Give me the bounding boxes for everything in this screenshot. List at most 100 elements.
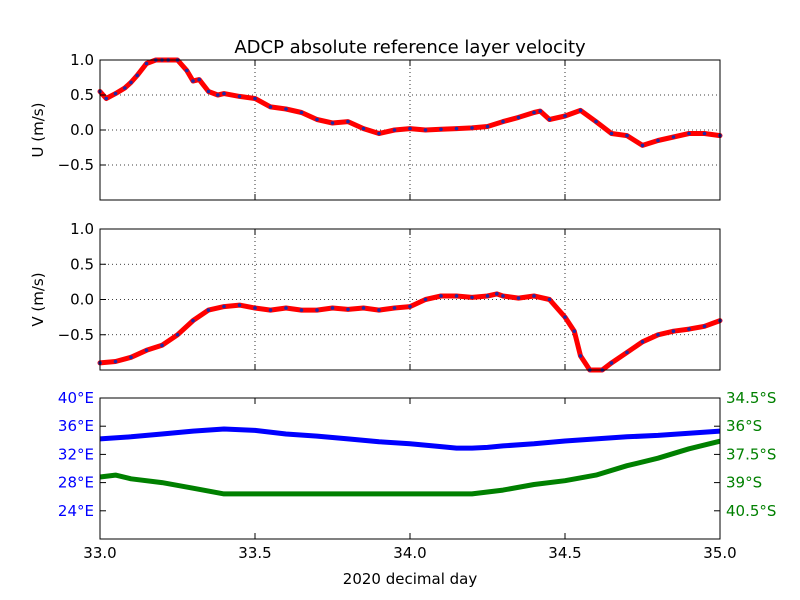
v-velocity-panel: 1.0 0.5 0.0 −0.5 V (m/s): [29, 220, 723, 373]
velocity-point: [346, 307, 350, 312]
velocity-point: [609, 361, 614, 365]
y-tick-label: 32°E: [58, 445, 94, 463]
velocity-point: [640, 143, 645, 148]
x-tick-label: 34.5: [548, 544, 581, 562]
velocity-point: [237, 94, 242, 99]
y-tick-label: 37.5°S: [726, 445, 776, 463]
velocity-point: [454, 294, 459, 298]
velocity-point: [377, 131, 381, 136]
velocity-point: [315, 308, 319, 312]
y-tick-label: 36°E: [58, 417, 94, 435]
velocity-point: [237, 303, 242, 307]
x-tick-label: 33.5: [238, 544, 271, 562]
velocity-point: [538, 109, 542, 113]
velocity-point: [299, 110, 304, 115]
velocity-point: [470, 126, 474, 130]
velocity-point: [330, 121, 335, 125]
velocity-point: [687, 131, 691, 136]
velocity-point: [485, 124, 490, 129]
velocity-point: [206, 89, 211, 94]
y-axis-label: V (m/s): [29, 272, 47, 326]
axes-frame: [99, 397, 721, 540]
velocity-point: [268, 308, 273, 312]
velocity-point: [315, 117, 319, 122]
velocity-point: [175, 332, 180, 337]
velocity-point: [656, 138, 660, 143]
velocity-point: [578, 108, 583, 113]
velocity-point: [135, 73, 139, 78]
velocity-point: [495, 292, 499, 296]
y-tick-label: 28°E: [58, 474, 94, 492]
velocity-point: [485, 294, 490, 298]
velocity-point: [671, 135, 676, 139]
velocity-point: [454, 126, 459, 131]
velocity-point: [392, 306, 397, 310]
y-tick-label: 36°S: [726, 417, 762, 435]
velocity-point: [423, 297, 428, 302]
velocity-point: [702, 324, 707, 329]
velocity-point: [470, 295, 474, 300]
velocity-point: [547, 297, 552, 302]
velocity-point: [284, 306, 288, 310]
velocity-point: [408, 126, 412, 131]
y-tick-label: 24°E: [58, 502, 94, 520]
velocity-point: [423, 128, 428, 132]
y-tick-label: 0.0: [70, 291, 94, 309]
velocity-point: [625, 350, 629, 355]
y-tick-label: 0.0: [70, 121, 94, 139]
velocity-point: [656, 332, 660, 337]
velocity-series-line: [97, 291, 723, 373]
velocity-point: [185, 68, 189, 73]
y-tick-label: −0.5: [58, 156, 94, 174]
velocity-point: [408, 304, 412, 309]
y-tick-label: 34.5°S: [726, 389, 776, 407]
velocity-point: [563, 114, 567, 118]
velocity-point: [625, 133, 629, 138]
y-tick-label: 39°S: [726, 474, 762, 492]
velocity-point: [609, 131, 614, 136]
y-tick-label: 40.5°S: [726, 502, 776, 520]
velocity-point: [532, 110, 536, 115]
velocity-point: [222, 91, 226, 96]
velocity-point: [160, 343, 164, 348]
velocity-point: [129, 80, 133, 85]
longitude-series-line: [99, 426, 721, 451]
velocity-point: [197, 77, 201, 82]
velocity-point: [129, 355, 133, 360]
velocity-point: [253, 96, 257, 101]
velocity-point: [516, 115, 521, 120]
position-panel: 33.0 33.5 34.0 34.5 35.0 40°E 36°E 32°E 28°E 24°E…: [58, 389, 777, 562]
velocity-point: [113, 91, 118, 96]
velocity-point: [578, 354, 583, 358]
velocity-point: [123, 86, 127, 90]
u-velocity-panel: 1.0 0.5 0.0 −0.5 U (m/s): [29, 51, 723, 201]
y-tick-label: 0.5: [70, 86, 94, 104]
velocity-point: [377, 308, 381, 312]
velocity-point: [572, 329, 577, 334]
velocity-point: [144, 348, 149, 353]
velocity-point: [516, 296, 521, 300]
x-axis-label: 2020 decimal day: [343, 570, 478, 588]
velocity-point: [216, 93, 220, 97]
velocity-point: [144, 61, 149, 66]
velocity-point: [346, 119, 350, 124]
x-tick-label: 35.0: [703, 544, 736, 562]
velocity-point: [206, 308, 211, 312]
velocity-point: [392, 128, 397, 132]
y-tick-label: 1.0: [70, 51, 94, 69]
y-axis-label: U (m/s): [29, 103, 47, 158]
velocity-point: [439, 127, 443, 132]
velocity-point: [501, 119, 505, 124]
velocity-point: [671, 329, 676, 334]
velocity-point: [191, 318, 195, 323]
velocity-point: [113, 359, 118, 364]
velocity-point: [191, 79, 195, 83]
x-tick-label: 33.0: [83, 544, 116, 562]
velocity-point: [439, 294, 443, 298]
x-tick-label: 34.0: [393, 544, 426, 562]
velocity-point: [563, 315, 567, 319]
velocity-point: [361, 306, 366, 310]
velocity-point: [640, 340, 645, 344]
velocity-point: [687, 327, 691, 331]
